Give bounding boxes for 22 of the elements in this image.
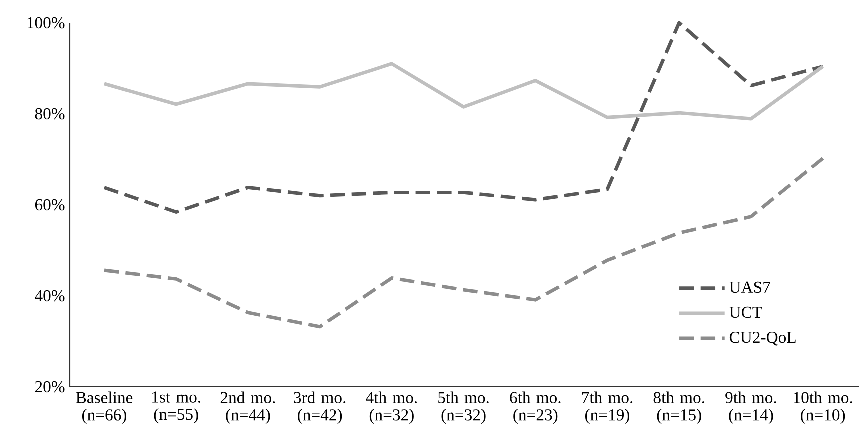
line-series — [102, 21, 825, 214]
legend-label: CU2-QoL — [730, 332, 796, 346]
x-tick-label: 7th mo. (n=19) — [582, 392, 633, 424]
y-tick-label: 80% — [35, 108, 65, 120]
x-tick-label: 3rd mo. (n=42) — [294, 392, 346, 424]
x-tick-label: Baseline (n=66) — [76, 392, 133, 424]
x-tick-label: 6th mo. (n=23) — [510, 392, 561, 424]
y-tick-label: 100% — [28, 17, 65, 29]
x-tick-label: 8th mo. (n=15) — [654, 392, 704, 424]
legend-label: UAS7 — [730, 282, 770, 294]
x-tick-label: 9th mo. (n=14) — [726, 392, 776, 424]
x-tick-label: 2nd mo. (n=44) — [220, 392, 276, 424]
x-tick-label: 10th mo. (n=10) — [794, 392, 852, 424]
x-tick-label: 1st mo. (n=55) — [152, 392, 200, 424]
line-series — [102, 156, 825, 329]
x-tick-label: 5th mo. (n=32) — [438, 392, 489, 424]
legend-label: UCT — [730, 306, 762, 318]
y-tick-label: 40% — [35, 290, 65, 302]
x-tick-label: 4th mo. (n=32) — [366, 392, 417, 424]
y-tick-label: 60% — [35, 199, 65, 211]
line-series — [102, 62, 825, 121]
y-tick-label: 20% — [35, 381, 65, 393]
